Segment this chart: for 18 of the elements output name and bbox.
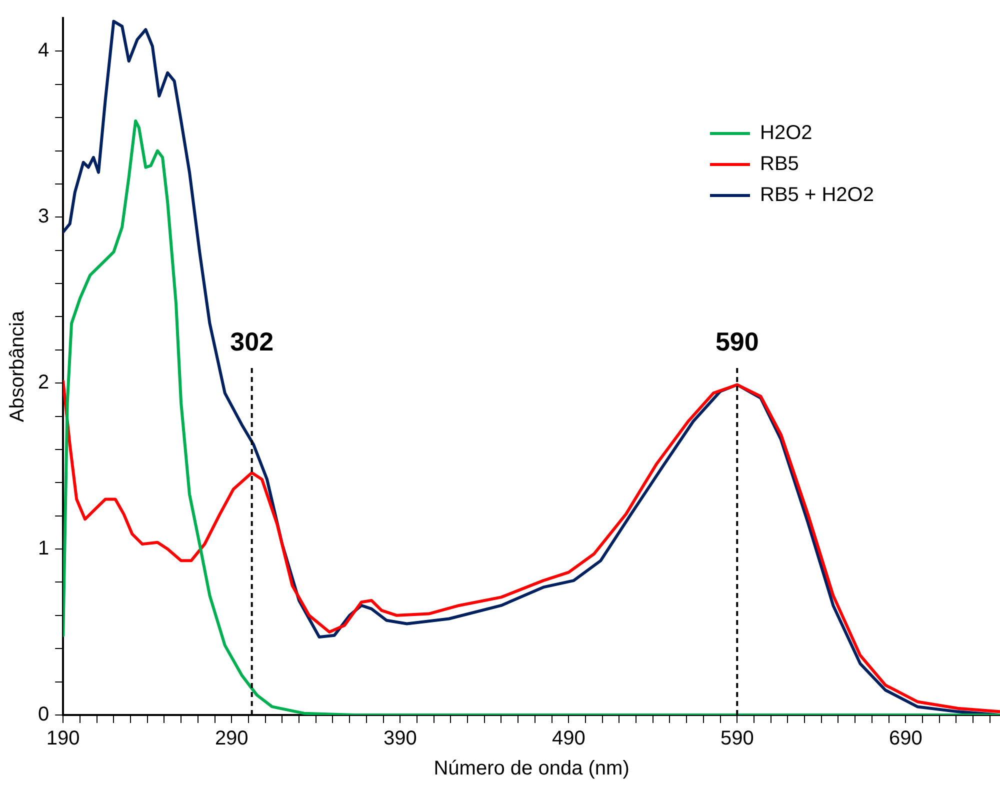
x-axis-title: Número de onda (nm) <box>434 758 630 780</box>
x-tick-label: 690 <box>888 728 922 750</box>
legend-label: H2O2 <box>760 122 812 145</box>
x-tick-label: 390 <box>383 728 417 750</box>
x-tick-label: 490 <box>552 728 586 750</box>
legend-label: RB5 + H2O2 <box>760 184 874 207</box>
y-tick-label: 2 <box>38 372 50 394</box>
y-tick-label: 4 <box>38 40 50 62</box>
y-tick-label: 0 <box>38 704 50 726</box>
legend-label: RB5 <box>760 153 799 176</box>
ref-line-label: 302 <box>230 326 274 357</box>
y-tick-label: 1 <box>38 538 50 560</box>
y-tick-label: 3 <box>38 206 50 228</box>
x-tick-label: 590 <box>720 728 754 750</box>
x-tick-label: 290 <box>214 728 248 750</box>
ref-line-label: 590 <box>715 326 759 357</box>
x-tick-label: 190 <box>46 728 80 750</box>
y-axis-title: Absorbância <box>6 310 29 422</box>
